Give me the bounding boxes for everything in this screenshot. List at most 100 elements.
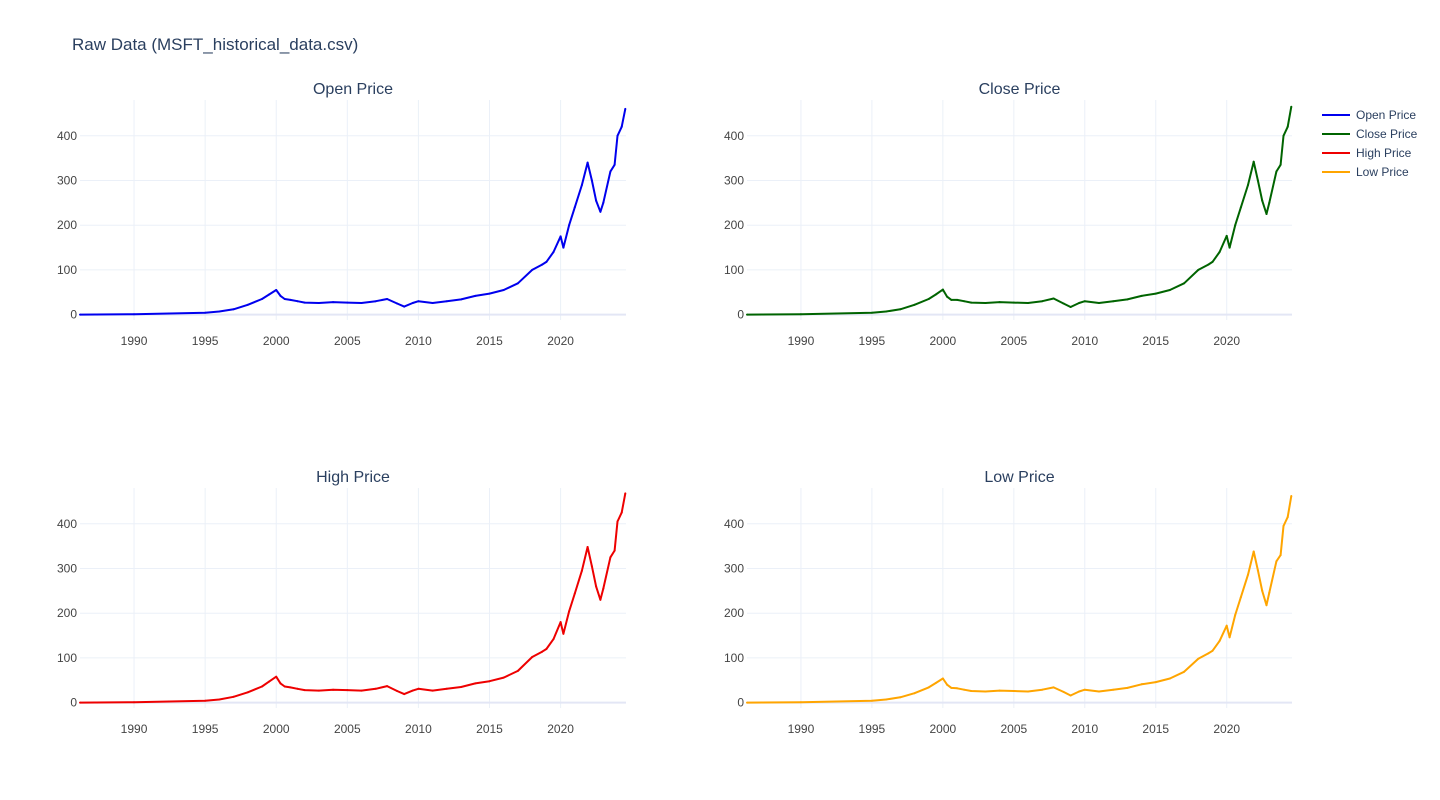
data-point[interactable] [1218, 639, 1221, 642]
data-point[interactable] [279, 682, 282, 685]
data-point[interactable] [580, 184, 583, 186]
data-point[interactable] [1211, 260, 1214, 263]
data-point[interactable] [746, 701, 748, 704]
data-point[interactable] [586, 161, 589, 164]
data-point[interactable] [963, 300, 966, 303]
data-point[interactable] [502, 289, 505, 291]
data-point[interactable] [1282, 134, 1285, 137]
data-point[interactable] [950, 298, 953, 301]
data-point[interactable] [946, 295, 949, 298]
data-point[interactable] [616, 134, 619, 137]
data-point[interactable] [1078, 302, 1081, 304]
data-point[interactable] [885, 310, 888, 313]
data-point[interactable] [998, 689, 1001, 692]
data-point[interactable] [218, 698, 221, 701]
data-point[interactable] [474, 682, 477, 685]
data-point[interactable] [1140, 683, 1143, 686]
series-line-close[interactable] [746, 106, 1293, 316]
data-point[interactable] [620, 511, 623, 514]
data-point[interactable] [275, 675, 278, 678]
data-point[interactable] [232, 308, 235, 311]
data-point[interactable] [946, 683, 949, 686]
data-point[interactable] [417, 687, 420, 690]
data-point[interactable] [984, 302, 987, 304]
data-point[interactable] [541, 650, 544, 653]
data-point[interactable] [562, 632, 565, 635]
data-point[interactable] [573, 206, 576, 209]
data-point[interactable] [431, 302, 434, 304]
data-point[interactable] [552, 251, 555, 253]
data-point[interactable] [1247, 573, 1249, 576]
data-point[interactable] [246, 691, 249, 694]
data-point[interactable] [531, 268, 534, 271]
data-point[interactable] [279, 294, 282, 297]
data-point[interactable] [1239, 206, 1242, 209]
series-line-low[interactable] [746, 495, 1293, 704]
data-point[interactable] [261, 298, 263, 300]
data-point[interactable] [460, 686, 463, 688]
data-point[interactable] [545, 260, 548, 263]
data-point[interactable] [559, 235, 562, 238]
data-point[interactable] [1126, 298, 1129, 301]
data-point[interactable] [590, 565, 593, 568]
data-point[interactable] [885, 698, 888, 701]
data-point[interactable] [620, 125, 623, 128]
data-point[interactable] [417, 300, 420, 303]
data-point[interactable] [1197, 268, 1200, 271]
data-point[interactable] [1078, 690, 1081, 693]
data-point[interactable] [488, 680, 491, 683]
data-point[interactable] [1279, 163, 1282, 166]
data-point[interactable] [1154, 292, 1157, 295]
data-point[interactable] [1140, 294, 1143, 297]
data-point[interactable] [559, 621, 562, 624]
data-point[interactable] [956, 298, 959, 301]
data-point[interactable] [870, 699, 873, 702]
data-point[interactable] [1225, 624, 1228, 627]
data-point[interactable] [1234, 224, 1237, 227]
data-point[interactable] [332, 301, 335, 304]
data-point[interactable] [1261, 199, 1264, 202]
data-point[interactable] [1275, 170, 1278, 173]
data-point[interactable] [1256, 569, 1259, 572]
data-point[interactable] [573, 592, 576, 595]
data-point[interactable] [1041, 688, 1044, 691]
data-point[interactable] [1027, 302, 1029, 304]
data-point[interactable] [317, 689, 320, 692]
data-point[interactable] [1052, 686, 1055, 689]
data-point[interactable] [568, 610, 571, 613]
data-point[interactable] [79, 701, 81, 704]
data-point[interactable] [502, 676, 505, 679]
data-point[interactable] [346, 689, 349, 692]
data-point[interactable] [1247, 184, 1249, 186]
data-point[interactable] [374, 300, 377, 303]
data-point[interactable] [360, 302, 363, 304]
data-point[interactable] [1012, 690, 1015, 692]
legend-item-high[interactable]: High Price [1322, 146, 1412, 160]
data-point[interactable] [283, 298, 286, 300]
data-point[interactable] [431, 689, 434, 692]
data-point[interactable] [934, 682, 937, 684]
data-point[interactable] [624, 492, 627, 495]
data-point[interactable] [568, 224, 571, 227]
data-point[interactable] [616, 520, 619, 523]
legend-item-open[interactable]: Open Price [1322, 108, 1416, 122]
data-point[interactable] [1228, 246, 1231, 249]
data-point[interactable] [1290, 105, 1293, 108]
data-point[interactable] [1183, 670, 1186, 673]
data-point[interactable] [488, 292, 491, 295]
data-point[interactable] [474, 294, 477, 297]
data-point[interactable] [1062, 302, 1065, 305]
data-point[interactable] [133, 701, 135, 704]
data-point[interactable] [913, 303, 916, 306]
data-point[interactable] [1256, 179, 1259, 182]
data-point[interactable] [1027, 690, 1029, 693]
data-point[interactable] [602, 587, 605, 590]
data-point[interactable] [1052, 297, 1055, 300]
data-point[interactable] [599, 210, 602, 213]
data-point[interactable] [445, 687, 448, 690]
data-point[interactable] [1290, 495, 1293, 497]
data-point[interactable] [204, 699, 207, 702]
data-point[interactable] [1069, 306, 1072, 308]
data-point[interactable] [296, 687, 299, 690]
data-point[interactable] [386, 685, 389, 688]
